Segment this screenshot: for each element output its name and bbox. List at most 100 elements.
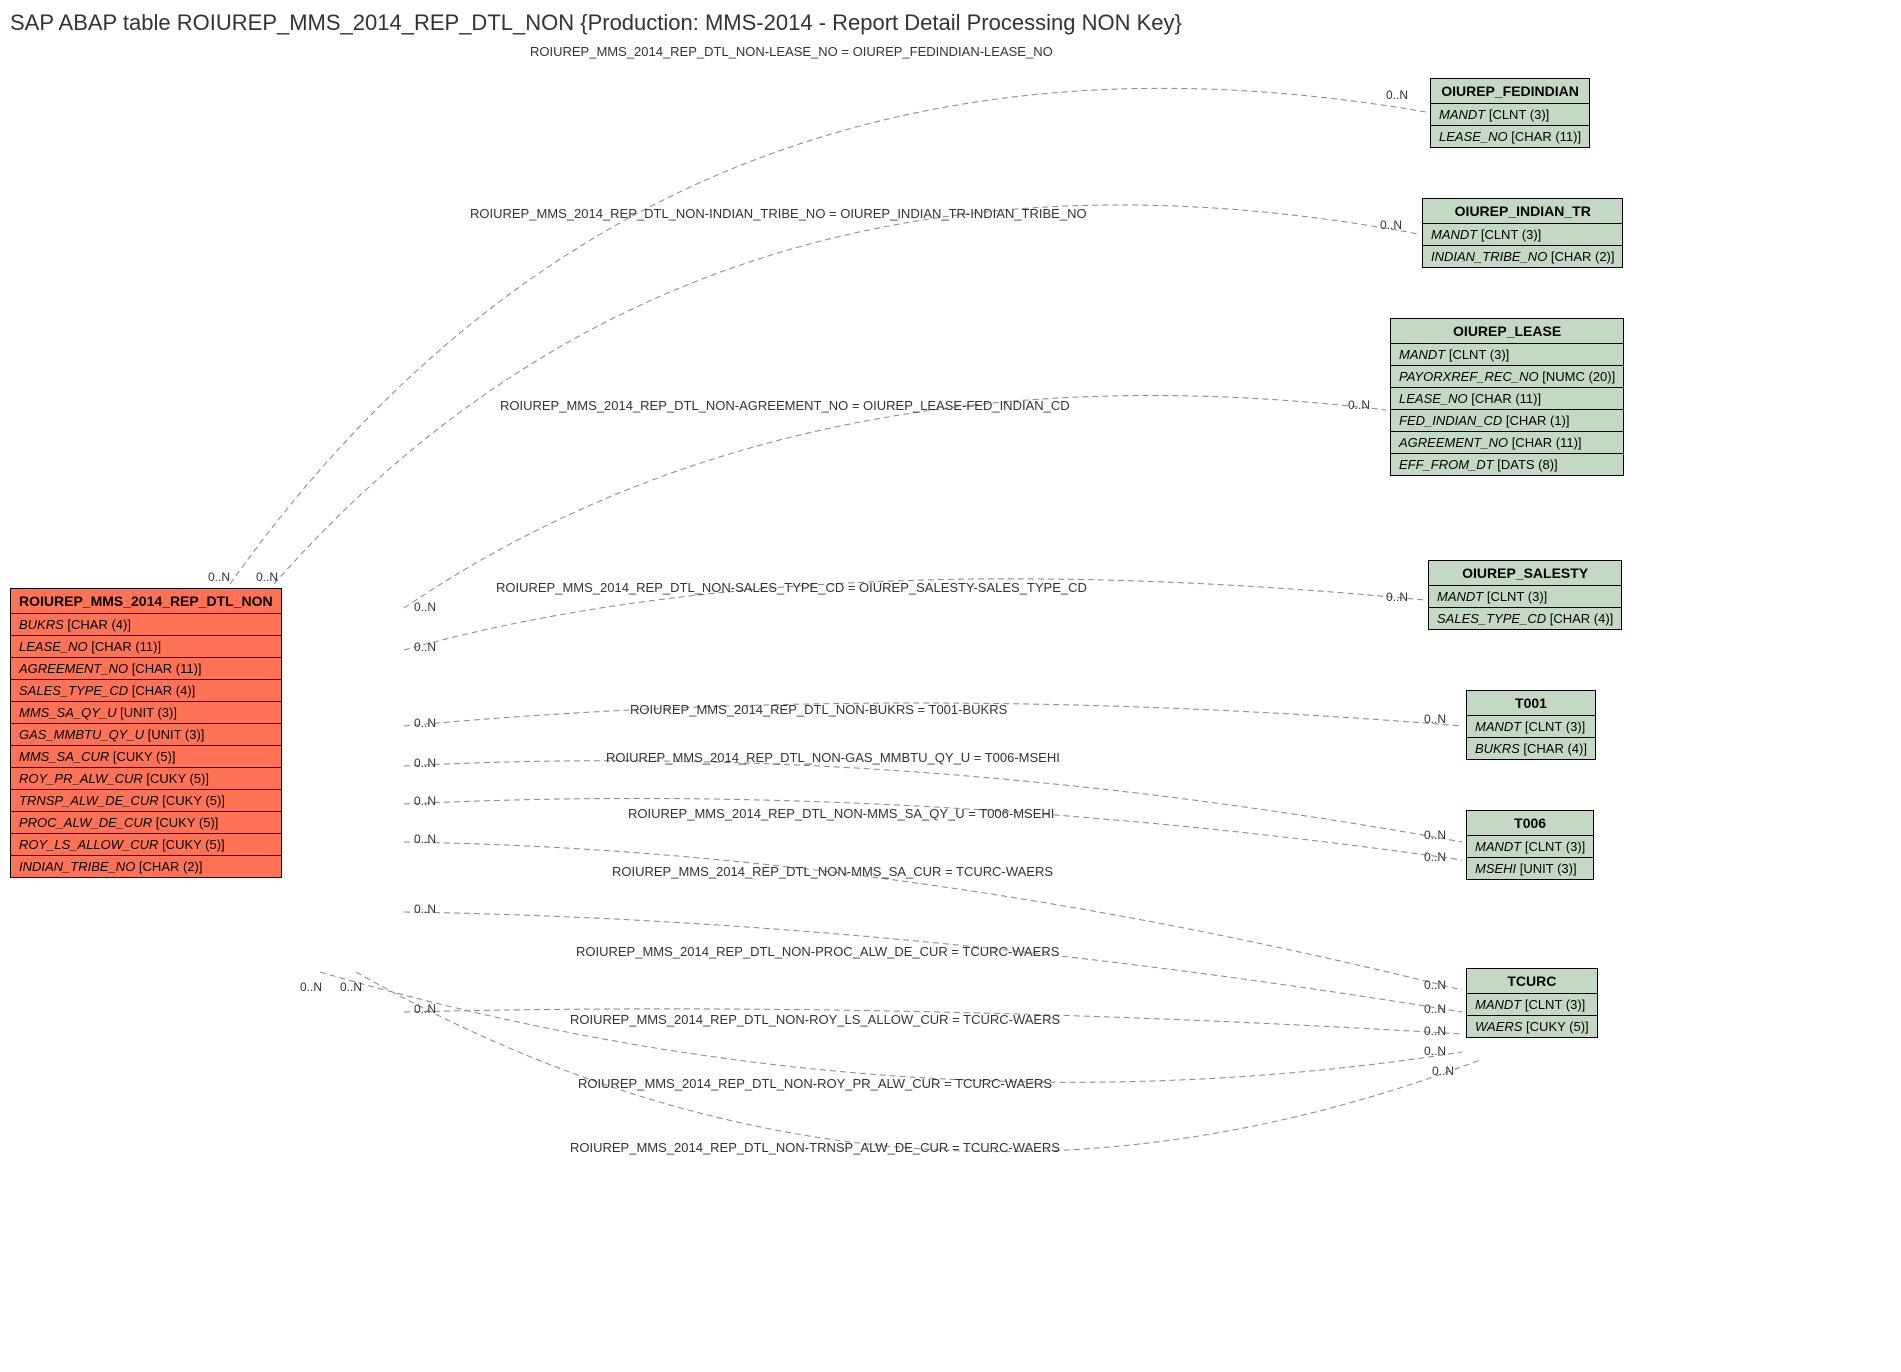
field-type: [CHAR (4)]: [128, 683, 195, 698]
cardinality-dst: 0..N: [1424, 1044, 1446, 1058]
edge-path: [404, 761, 1462, 842]
cardinality-src: 0..N: [414, 716, 436, 730]
field-name: MANDT: [1399, 347, 1445, 362]
field-name: LEASE_NO: [1399, 391, 1468, 406]
cardinality-src: 0..N: [414, 832, 436, 846]
edge-path: [230, 88, 1426, 584]
entity-field: MSEHI [UNIT (3)]: [1467, 858, 1593, 879]
cardinality-dst: 0..N: [1380, 218, 1402, 232]
edge-label: ROIUREP_MMS_2014_REP_DTL_NON-MMS_SA_CUR …: [612, 864, 1053, 879]
cardinality-dst: 0..N: [1424, 1002, 1446, 1016]
ref-entity: T001MANDT [CLNT (3)]BUKRS [CHAR (4)]: [1466, 690, 1596, 760]
cardinality-src: 0..N: [414, 902, 436, 916]
entity-field: EFF_FROM_DT [DATS (8)]: [1391, 454, 1623, 475]
entity-header: ROIUREP_MMS_2014_REP_DTL_NON: [11, 589, 281, 614]
cardinality-dst: 0..N: [1424, 978, 1446, 992]
entity-field: AGREEMENT_NO [CHAR (11)]: [11, 658, 281, 680]
entity-header: OIUREP_SALESTY: [1429, 561, 1621, 586]
field-name: LEASE_NO: [19, 639, 88, 654]
ref-entity: OIUREP_SALESTYMANDT [CLNT (3)] SALES_TYPE…: [1428, 560, 1622, 630]
cardinality-dst: 0..N: [1348, 398, 1370, 412]
ref-entity: OIUREP_FEDINDIANMANDT [CLNT (3)]LEASE_NO…: [1430, 78, 1590, 148]
ref-entity: TCURCMANDT [CLNT (3)]WAERS [CUKY (5)]: [1466, 968, 1598, 1038]
entity-field: MANDT [CLNT (3)]: [1467, 994, 1597, 1016]
entity-field: MMS_SA_CUR [CUKY (5)]: [11, 746, 281, 768]
entity-field: MANDT [CLNT (3)]: [1429, 586, 1621, 608]
entity-field: INDIAN_TRIBE_NO [CHAR (2)]: [11, 856, 281, 877]
field-type: [CHAR (2)]: [1547, 249, 1614, 264]
edge-path: [320, 972, 1462, 1082]
cardinality-dst: 0..N: [1386, 590, 1408, 604]
cardinality-dst: 0..N: [1386, 88, 1408, 102]
entity-field: TRNSP_ALW_DE_CUR [CUKY (5)]: [11, 790, 281, 812]
entity-field: WAERS [CUKY (5)]: [1467, 1016, 1597, 1037]
cardinality-src: 0..N: [340, 980, 362, 994]
edge-label: ROIUREP_MMS_2014_REP_DTL_NON-MMS_SA_QY_U…: [628, 806, 1054, 821]
field-type: [CUKY (5)]: [158, 837, 224, 852]
entity-field: MANDT [CLNT (3)]: [1431, 104, 1589, 126]
field-name: ROY_PR_ALW_CUR: [19, 771, 143, 786]
field-name: GAS_MMBTU_QY_U: [19, 727, 144, 742]
entity-field: MANDT [CLNT (3)]: [1467, 836, 1593, 858]
entity-field: LEASE_NO [CHAR (11)]: [1431, 126, 1589, 147]
field-name: MMS_SA_CUR: [19, 749, 109, 764]
cardinality-dst: 0..N: [1424, 1024, 1446, 1038]
field-name: AGREEMENT_NO: [1399, 435, 1508, 450]
field-name: INDIAN_TRIBE_NO: [1431, 249, 1547, 264]
field-type: [UNIT (3)]: [1516, 861, 1576, 876]
field-type: [CHAR (11)]: [88, 639, 161, 654]
entity-header: TCURC: [1467, 969, 1597, 994]
field-name: MANDT: [1437, 589, 1483, 604]
cardinality-dst: 0..N: [1424, 828, 1446, 842]
cardinality-src: 0..N: [208, 570, 230, 584]
cardinality-src: 0..N: [414, 600, 436, 614]
field-type: [CHAR (4)]: [1546, 611, 1613, 626]
cardinality-src: 0..N: [414, 640, 436, 654]
field-name: MANDT: [1475, 719, 1521, 734]
entity-field: MANDT [CLNT (3)]: [1467, 716, 1595, 738]
field-type: [CHAR (11)]: [1468, 391, 1541, 406]
field-name: EFF_FROM_DT: [1399, 457, 1494, 472]
field-type: [CHAR (4)]: [1520, 741, 1587, 756]
field-type: [CUKY (5)]: [152, 815, 218, 830]
entity-field: AGREEMENT_NO [CHAR (11)]: [1391, 432, 1623, 454]
field-type: [CHAR (11)]: [1508, 435, 1581, 450]
field-type: [CUKY (5)]: [143, 771, 209, 786]
entity-field: GAS_MMBTU_QY_U [UNIT (3)]: [11, 724, 281, 746]
edge-label: ROIUREP_MMS_2014_REP_DTL_NON-ROY_PR_ALW_…: [578, 1076, 1052, 1091]
entity-header: T001: [1467, 691, 1595, 716]
cardinality-dst: 0..N: [1424, 712, 1446, 726]
entity-field: LEASE_NO [CHAR (11)]: [1391, 388, 1623, 410]
edge-label: ROIUREP_MMS_2014_REP_DTL_NON-TRNSP_ALW_D…: [570, 1140, 1060, 1155]
field-name: INDIAN_TRIBE_NO: [19, 859, 135, 874]
field-type: [CHAR (2)]: [135, 859, 202, 874]
field-type: [CLNT (3)]: [1521, 719, 1585, 734]
field-name: PAYORXREF_REC_NO: [1399, 369, 1539, 384]
entity-field: MMS_SA_QY_U [UNIT (3)]: [11, 702, 281, 724]
field-name: BUKRS: [1475, 741, 1520, 756]
field-name: MANDT: [1439, 107, 1485, 122]
field-type: [CLNT (3)]: [1521, 997, 1585, 1012]
field-type: [CUKY (5)]: [109, 749, 175, 764]
field-name: SALES_TYPE_CD: [1437, 611, 1546, 626]
field-type: [CLNT (3)]: [1485, 107, 1549, 122]
cardinality-src: 0..N: [414, 756, 436, 770]
field-name: ROY_LS_ALLOW_CUR: [19, 837, 158, 852]
field-type: [CLNT (3)]: [1445, 347, 1509, 362]
field-name: BUKRS: [19, 617, 64, 632]
entity-field: PAYORXREF_REC_NO [NUMC (20)]: [1391, 366, 1623, 388]
entity-field: INDIAN_TRIBE_NO [CHAR (2)]: [1423, 246, 1622, 267]
entity-header: T006: [1467, 811, 1593, 836]
field-name: TRNSP_ALW_DE_CUR: [19, 793, 159, 808]
cardinality-src: 0..N: [256, 570, 278, 584]
entity-field: BUKRS [CHAR (4)]: [1467, 738, 1595, 759]
edge-label: ROIUREP_MMS_2014_REP_DTL_NON-INDIAN_TRIB…: [470, 206, 1087, 221]
field-name: AGREEMENT_NO: [19, 661, 128, 676]
field-type: [CUKY (5)]: [159, 793, 225, 808]
field-type: [CHAR (1)]: [1502, 413, 1569, 428]
field-name: LEASE_NO: [1439, 129, 1508, 144]
field-type: [CLNT (3)]: [1521, 839, 1585, 854]
entity-field: PROC_ALW_DE_CUR [CUKY (5)]: [11, 812, 281, 834]
edge-label: ROIUREP_MMS_2014_REP_DTL_NON-SALES_TYPE_…: [496, 580, 1087, 595]
cardinality-src: 0..N: [414, 794, 436, 808]
